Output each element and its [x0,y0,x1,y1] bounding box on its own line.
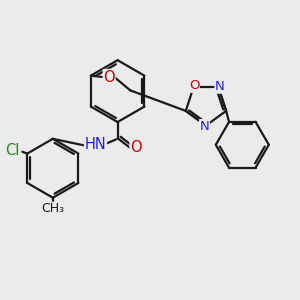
Text: O: O [103,70,115,85]
Text: Cl: Cl [5,143,20,158]
Text: HN: HN [85,137,106,152]
Text: O: O [189,79,199,92]
Text: CH₃: CH₃ [41,202,64,215]
Text: N: N [215,80,225,93]
Text: N: N [200,120,209,133]
Text: O: O [130,140,142,155]
